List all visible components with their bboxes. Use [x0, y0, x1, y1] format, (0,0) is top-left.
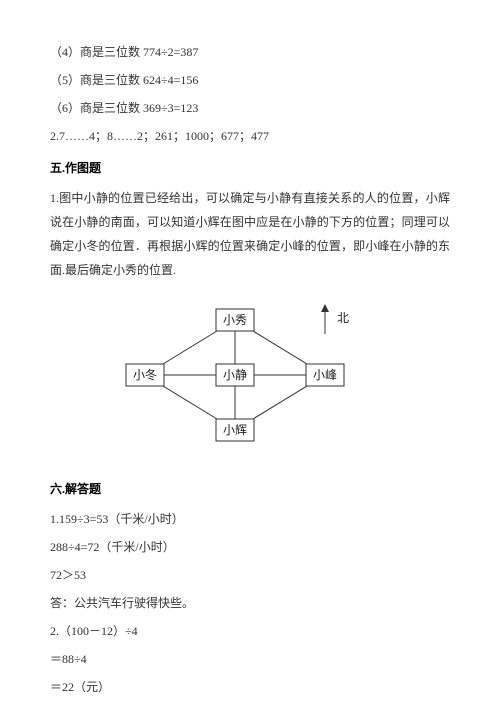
- q2-line-b: ＝88÷4: [50, 647, 450, 671]
- q1-line-c: 72＞53: [50, 563, 450, 587]
- node-bottom: 小辉: [216, 419, 254, 441]
- answer-line-7: 2.7……4；8……2；261；1000；677；477: [50, 124, 450, 148]
- node-center-label: 小静: [223, 368, 247, 382]
- q1-line-d: 答：公共汽车行驶得快些。: [50, 591, 450, 615]
- node-left-label: 小冬: [133, 367, 157, 382]
- node-right-label: 小峰: [313, 368, 337, 382]
- diagram-container: 北 小秀 小冬 小静 小峰 小辉: [50, 300, 450, 455]
- position-diagram: 北 小秀 小冬 小静 小峰 小辉: [115, 300, 385, 455]
- section-6-title: 六.解答题: [50, 477, 450, 501]
- node-top-label: 小秀: [223, 313, 247, 327]
- answer-line-4: （4）商是三位数 774÷2=387: [50, 40, 450, 64]
- north-arrow-head: [321, 304, 329, 312]
- q2-line-a: 2.（100－12）÷4: [50, 619, 450, 643]
- node-left: 小冬: [126, 364, 164, 386]
- q2-line-c: ＝22（元）: [50, 675, 450, 699]
- node-right: 小峰: [306, 364, 344, 386]
- node-top: 小秀: [216, 309, 254, 331]
- section-5-paragraph: 1.图中小静的位置已经给出，可以确定与小静有直接关系的人的位置，小辉说在小静的南…: [50, 186, 450, 282]
- section-5-title: 五.作图题: [50, 156, 450, 180]
- node-bottom-label: 小辉: [223, 423, 247, 437]
- q1-line-a: 1.159÷3=53（千米/小时）: [50, 507, 450, 531]
- node-center: 小静: [216, 364, 254, 386]
- north-label: 北: [337, 311, 349, 325]
- answer-line-6: （6）商是三位数 369÷3=123: [50, 96, 450, 120]
- answer-line-5: （5）商是三位数 624÷4=156: [50, 68, 450, 92]
- q1-line-b: 288÷4=72（千米/小时）: [50, 535, 450, 559]
